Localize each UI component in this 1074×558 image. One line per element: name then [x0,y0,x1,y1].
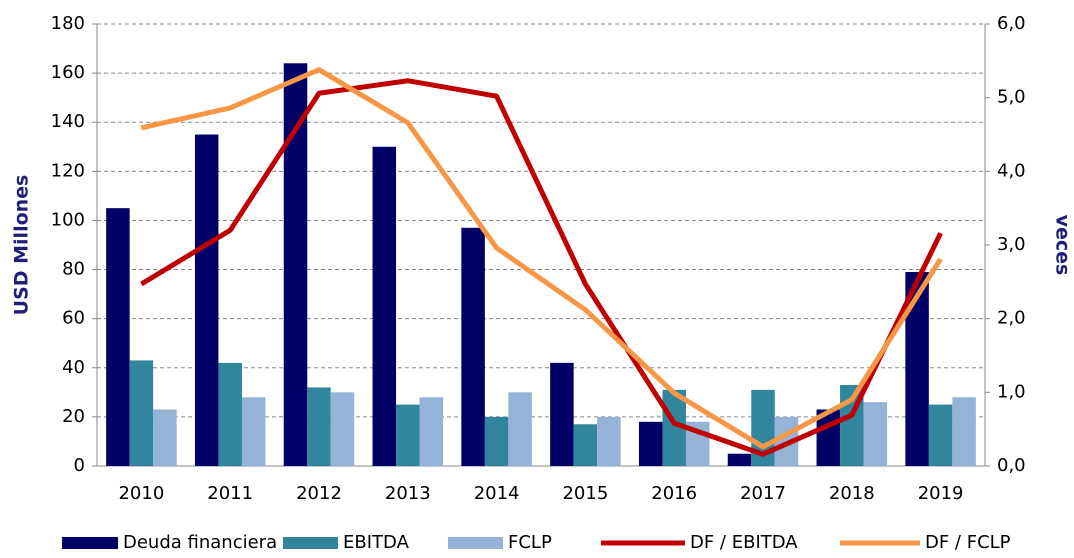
y-tick-label: 100 [51,209,85,230]
bar [863,402,888,466]
y-axis-title: USD Millones [11,175,33,316]
bar [106,208,130,466]
bar [508,392,532,466]
bar [662,389,686,466]
y-tick-label: 40 [62,357,85,378]
bar [928,404,953,466]
bar [727,453,752,466]
bar [484,416,509,466]
legend-label: EBITDA [343,532,410,553]
x-tick-label: 2018 [829,483,875,504]
x-tick-label: 2013 [385,483,431,504]
y-tick-label: 120 [51,160,85,181]
legend-swatch [283,537,338,549]
x-tick-label: 2011 [207,483,253,504]
bar [153,409,177,466]
y-tick-label: 180 [51,13,85,34]
bar [283,63,308,467]
bar [218,362,242,466]
x-tick-label: 2016 [651,483,697,504]
y2-axis-title: veces [1052,215,1074,276]
legend-label: DF / FCLP [925,532,1011,553]
bar [194,134,219,466]
bar [330,392,355,466]
line [140,67,943,450]
x-tick-label: 2014 [474,483,520,504]
bar [952,397,976,466]
x-tick-label: 2019 [918,483,964,504]
y-tick-label: 140 [51,111,85,132]
bar [550,362,574,466]
y2-tick-label: 6,0 [997,13,1026,34]
bar [573,424,598,466]
y-tick-label: 160 [51,62,85,83]
y-tick-label: 0 [74,455,85,476]
x-tick-label: 2017 [740,483,786,504]
y-tick-label: 20 [62,406,85,427]
legend-label: FCLP [508,532,552,553]
y2-tick-label: 2,0 [997,308,1026,329]
bar [241,397,266,466]
x-tick-label: 2015 [562,483,608,504]
bar [597,416,621,466]
legend-label: Deuda financiera [123,532,277,553]
bar [638,421,663,466]
y2-tick-label: 3,0 [997,234,1026,255]
line [140,78,943,457]
legend-swatch [62,537,118,549]
x-tick-label: 2012 [296,483,342,504]
y2-tick-label: 5,0 [997,87,1026,108]
bar [396,404,420,466]
y2-tick-label: 0,0 [997,455,1026,476]
y2-tick-label: 4,0 [997,160,1026,181]
bar [419,397,444,466]
bar [461,227,485,466]
y-tick-label: 80 [62,259,85,280]
bar [129,360,154,466]
bar [751,389,775,466]
bar [372,146,397,466]
x-tick-label: 2010 [118,483,164,504]
y2-tick-label: 1,0 [997,381,1026,402]
bar [307,387,331,466]
legend-label: DF / EBITDA [690,532,798,553]
y-tick-label: 60 [62,308,85,329]
legend-swatch [448,537,503,549]
bar [905,272,929,466]
